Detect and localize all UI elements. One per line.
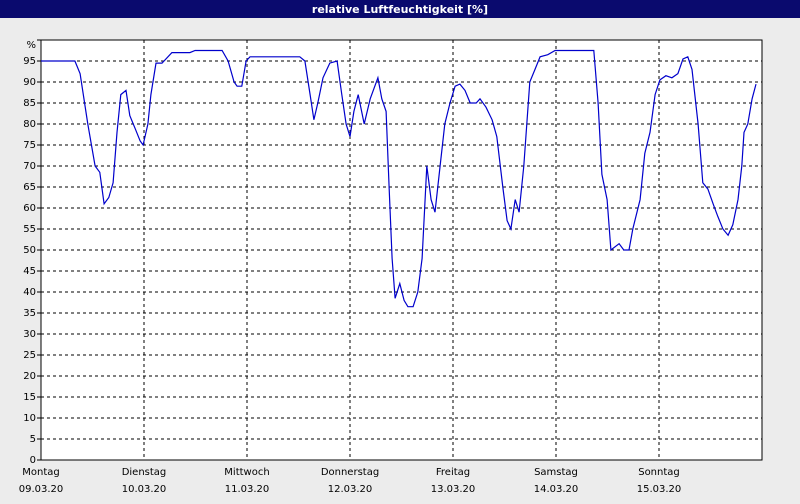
x-tick-date: 10.03.20: [122, 484, 167, 495]
y-tick-label: 60: [23, 203, 36, 214]
chart-title: relative Luftfeuchtigkeit [%]: [312, 3, 488, 16]
x-tick-date: 12.03.20: [328, 484, 373, 495]
y-tick-label: 30: [23, 329, 36, 340]
x-tick-label: Mittwoch: [224, 467, 269, 478]
y-tick-label: %: [26, 40, 36, 51]
y-tick-label: 75: [23, 140, 36, 151]
y-tick-label: 45: [23, 266, 36, 277]
y-tick-label: 35: [23, 308, 36, 319]
x-tick-date: 13.03.20: [431, 484, 476, 495]
y-tick-label: 40: [23, 287, 36, 298]
y-tick-label: 95: [23, 56, 36, 67]
y-tick-label: 5: [30, 434, 36, 445]
y-tick-label: 85: [23, 98, 36, 109]
y-tick-label: 50: [23, 245, 36, 256]
x-tick-date: 11.03.20: [225, 484, 270, 495]
y-tick-label: 70: [23, 161, 36, 172]
data-line: [41, 49, 757, 308]
y-tick-label: 80: [23, 119, 36, 130]
y-tick-label: 10: [23, 413, 36, 424]
x-tick-date: 14.03.20: [534, 484, 579, 495]
x-tick-label: Freitag: [436, 467, 470, 478]
y-tick-label: 90: [23, 77, 36, 88]
x-tick-label: Montag: [22, 467, 59, 478]
y-tick-label: 0: [30, 455, 36, 466]
x-tick-label: Samstag: [534, 467, 578, 478]
title-bar: [0, 0, 800, 18]
y-tick-label: 15: [23, 392, 36, 403]
y-tick-label: 20: [23, 371, 36, 382]
x-tick-date: 09.03.20: [19, 484, 64, 495]
x-tick-date: 15.03.20: [637, 484, 682, 495]
y-tick-label: 55: [23, 224, 36, 235]
y-tick-label: 25: [23, 350, 36, 361]
x-tick-label: Dienstag: [122, 467, 167, 478]
x-tick-label: Sonntag: [638, 467, 680, 478]
x-tick-label: Donnerstag: [321, 467, 379, 478]
y-tick-label: 65: [23, 182, 36, 193]
